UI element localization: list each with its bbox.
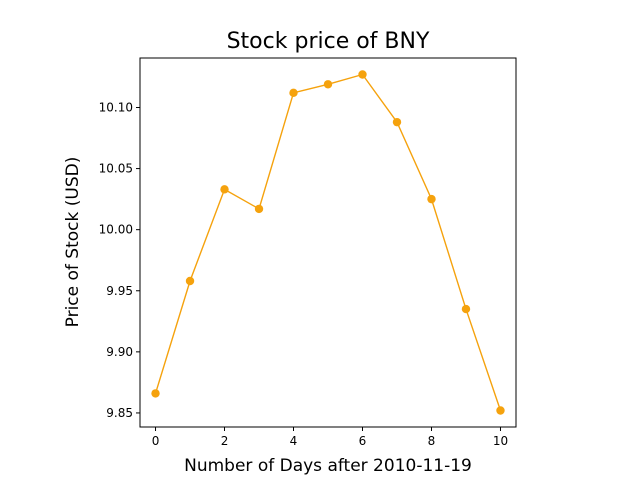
y-tick-label: 10.10 <box>99 100 133 114</box>
data-point <box>151 389 160 398</box>
plot-frame <box>139 57 517 428</box>
chart-title: Stock price of BNY <box>227 29 430 54</box>
x-tick-label: 6 <box>359 434 367 448</box>
data-point <box>392 117 402 127</box>
x-tick-label: 4 <box>290 434 298 448</box>
x-tick-label: 2 <box>221 434 229 448</box>
x-axis: 0 2 4 6 8 10 <box>152 427 508 448</box>
plot-area <box>151 70 505 415</box>
data-point <box>323 80 333 89</box>
x-axis-title: Number of Days after 2010-11-19 <box>184 456 472 476</box>
data-point <box>289 88 298 98</box>
data-point <box>427 194 436 204</box>
y-tick-label: 9.90 <box>106 345 133 359</box>
data-point <box>461 304 471 314</box>
y-tick-label: 9.85 <box>106 406 133 420</box>
y-tick-label: 10.05 <box>99 162 133 176</box>
y-axis: 9.85 9.90 9.95 10.00 10.05 10.10 <box>99 100 140 420</box>
y-tick-label: 9.95 <box>106 284 133 298</box>
x-tick-label: 0 <box>152 434 160 448</box>
x-tick-label: 10 <box>493 434 508 448</box>
data-point <box>185 276 195 286</box>
x-tick-label: 8 <box>428 434 436 448</box>
data-point <box>496 406 505 415</box>
y-tick-label: 10.00 <box>99 223 133 237</box>
data-point <box>358 70 367 79</box>
data-point <box>254 204 264 214</box>
y-axis-title: Price of Stock (USD) <box>63 157 83 328</box>
data-point <box>220 185 229 194</box>
